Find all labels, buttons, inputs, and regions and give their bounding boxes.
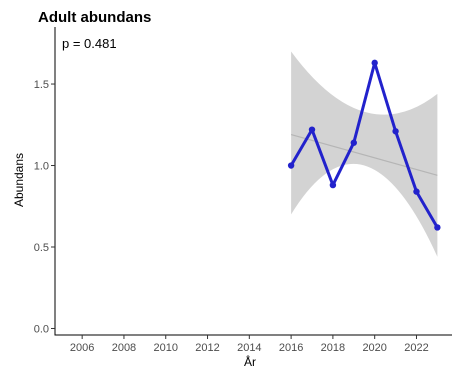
series-layer <box>287 59 441 231</box>
data-point-2019 <box>350 139 357 146</box>
x-tick-label: 2012 <box>195 342 219 354</box>
axes: 0.0 0.5 1.0 1.5 2006 2008 2010 2012 2014 2016 2018… <box>34 27 452 354</box>
x-tick-label: 2014 <box>237 342 261 354</box>
y-tick-label: 1.5 <box>34 79 49 91</box>
x-tick-label: 2022 <box>404 342 428 354</box>
data-point-2018 <box>329 181 337 189</box>
data-point-2022 <box>413 188 420 195</box>
data-point-2021 <box>392 128 399 135</box>
confidence-band-layer <box>291 51 438 257</box>
x-tick-label: 2020 <box>362 342 386 354</box>
x-tick-label: 2018 <box>321 342 345 354</box>
series-line <box>289 61 439 229</box>
x-tick-label: 2010 <box>153 342 177 354</box>
y-tick-label: 1.0 <box>34 161 49 173</box>
x-tick-label: 2006 <box>70 342 94 354</box>
p-value-annotation: p = 0.481 <box>62 36 117 51</box>
data-point-2023 <box>434 224 441 231</box>
y-axis-title: Abundans <box>12 153 26 207</box>
y-tick-label: 0.0 <box>34 323 49 335</box>
confidence-band <box>291 51 438 257</box>
y-tick-label: 0.5 <box>34 242 49 254</box>
x-tick-label: 2008 <box>112 342 136 354</box>
x-tick-label: 2016 <box>279 342 303 354</box>
data-point-2017 <box>308 126 316 133</box>
chart-title: Adult abundans <box>38 9 151 26</box>
data-point-2020 <box>371 59 378 67</box>
x-axis-title: År <box>244 354 256 369</box>
data-point-2016 <box>287 162 295 169</box>
